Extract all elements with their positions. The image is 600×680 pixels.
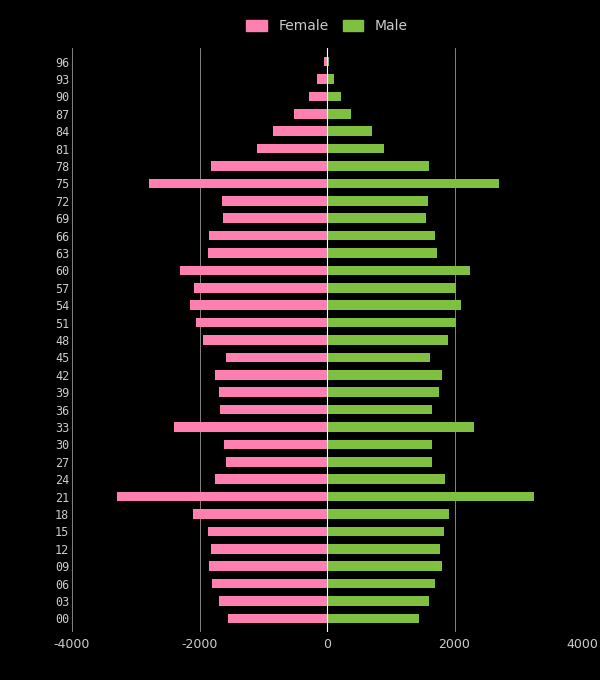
Bar — [327, 283, 456, 292]
Bar — [327, 126, 371, 136]
Bar — [257, 143, 327, 153]
Bar — [327, 109, 351, 118]
Bar — [327, 596, 429, 606]
Bar — [295, 109, 327, 118]
Bar — [211, 161, 327, 171]
Bar — [211, 544, 327, 554]
Bar — [327, 388, 439, 397]
Bar — [181, 266, 327, 275]
Bar — [327, 335, 448, 345]
Bar — [223, 214, 327, 223]
Bar — [194, 283, 327, 292]
Bar — [228, 613, 327, 624]
Legend: Female, Male: Female, Male — [247, 20, 407, 33]
Bar — [327, 527, 443, 537]
Bar — [327, 353, 430, 362]
Bar — [209, 231, 327, 240]
Bar — [327, 161, 429, 171]
Bar — [208, 248, 327, 258]
Bar — [327, 56, 329, 67]
Bar — [327, 492, 534, 501]
Bar — [215, 475, 327, 484]
Bar — [327, 544, 440, 554]
Bar — [327, 370, 442, 379]
Bar — [327, 74, 334, 84]
Bar — [327, 143, 385, 153]
Bar — [215, 370, 327, 379]
Bar — [327, 179, 499, 188]
Bar — [327, 457, 432, 466]
Bar — [208, 527, 327, 537]
Bar — [218, 596, 327, 606]
Bar — [224, 440, 327, 449]
Bar — [273, 126, 327, 136]
Bar — [327, 579, 436, 588]
Bar — [327, 301, 461, 310]
Bar — [218, 388, 327, 397]
Bar — [327, 509, 449, 519]
Bar — [212, 579, 327, 588]
Bar — [226, 457, 327, 466]
Bar — [327, 613, 419, 624]
Bar — [327, 440, 432, 449]
Bar — [149, 179, 327, 188]
Bar — [308, 92, 327, 101]
Bar — [327, 422, 473, 432]
Bar — [226, 353, 327, 362]
Bar — [196, 318, 327, 327]
Bar — [190, 301, 327, 310]
Bar — [327, 475, 445, 484]
Bar — [317, 74, 327, 84]
Bar — [174, 422, 327, 432]
Bar — [324, 56, 327, 67]
Bar — [116, 492, 327, 501]
Bar — [193, 509, 327, 519]
Bar — [327, 318, 456, 327]
Bar — [327, 231, 436, 240]
Bar — [327, 266, 470, 275]
Bar — [327, 214, 426, 223]
Bar — [203, 335, 327, 345]
Bar — [327, 92, 341, 101]
Bar — [327, 196, 428, 205]
Bar — [222, 196, 327, 205]
Bar — [327, 562, 442, 571]
Bar — [209, 562, 327, 571]
Bar — [327, 405, 432, 414]
Bar — [327, 248, 437, 258]
Bar — [220, 405, 327, 414]
